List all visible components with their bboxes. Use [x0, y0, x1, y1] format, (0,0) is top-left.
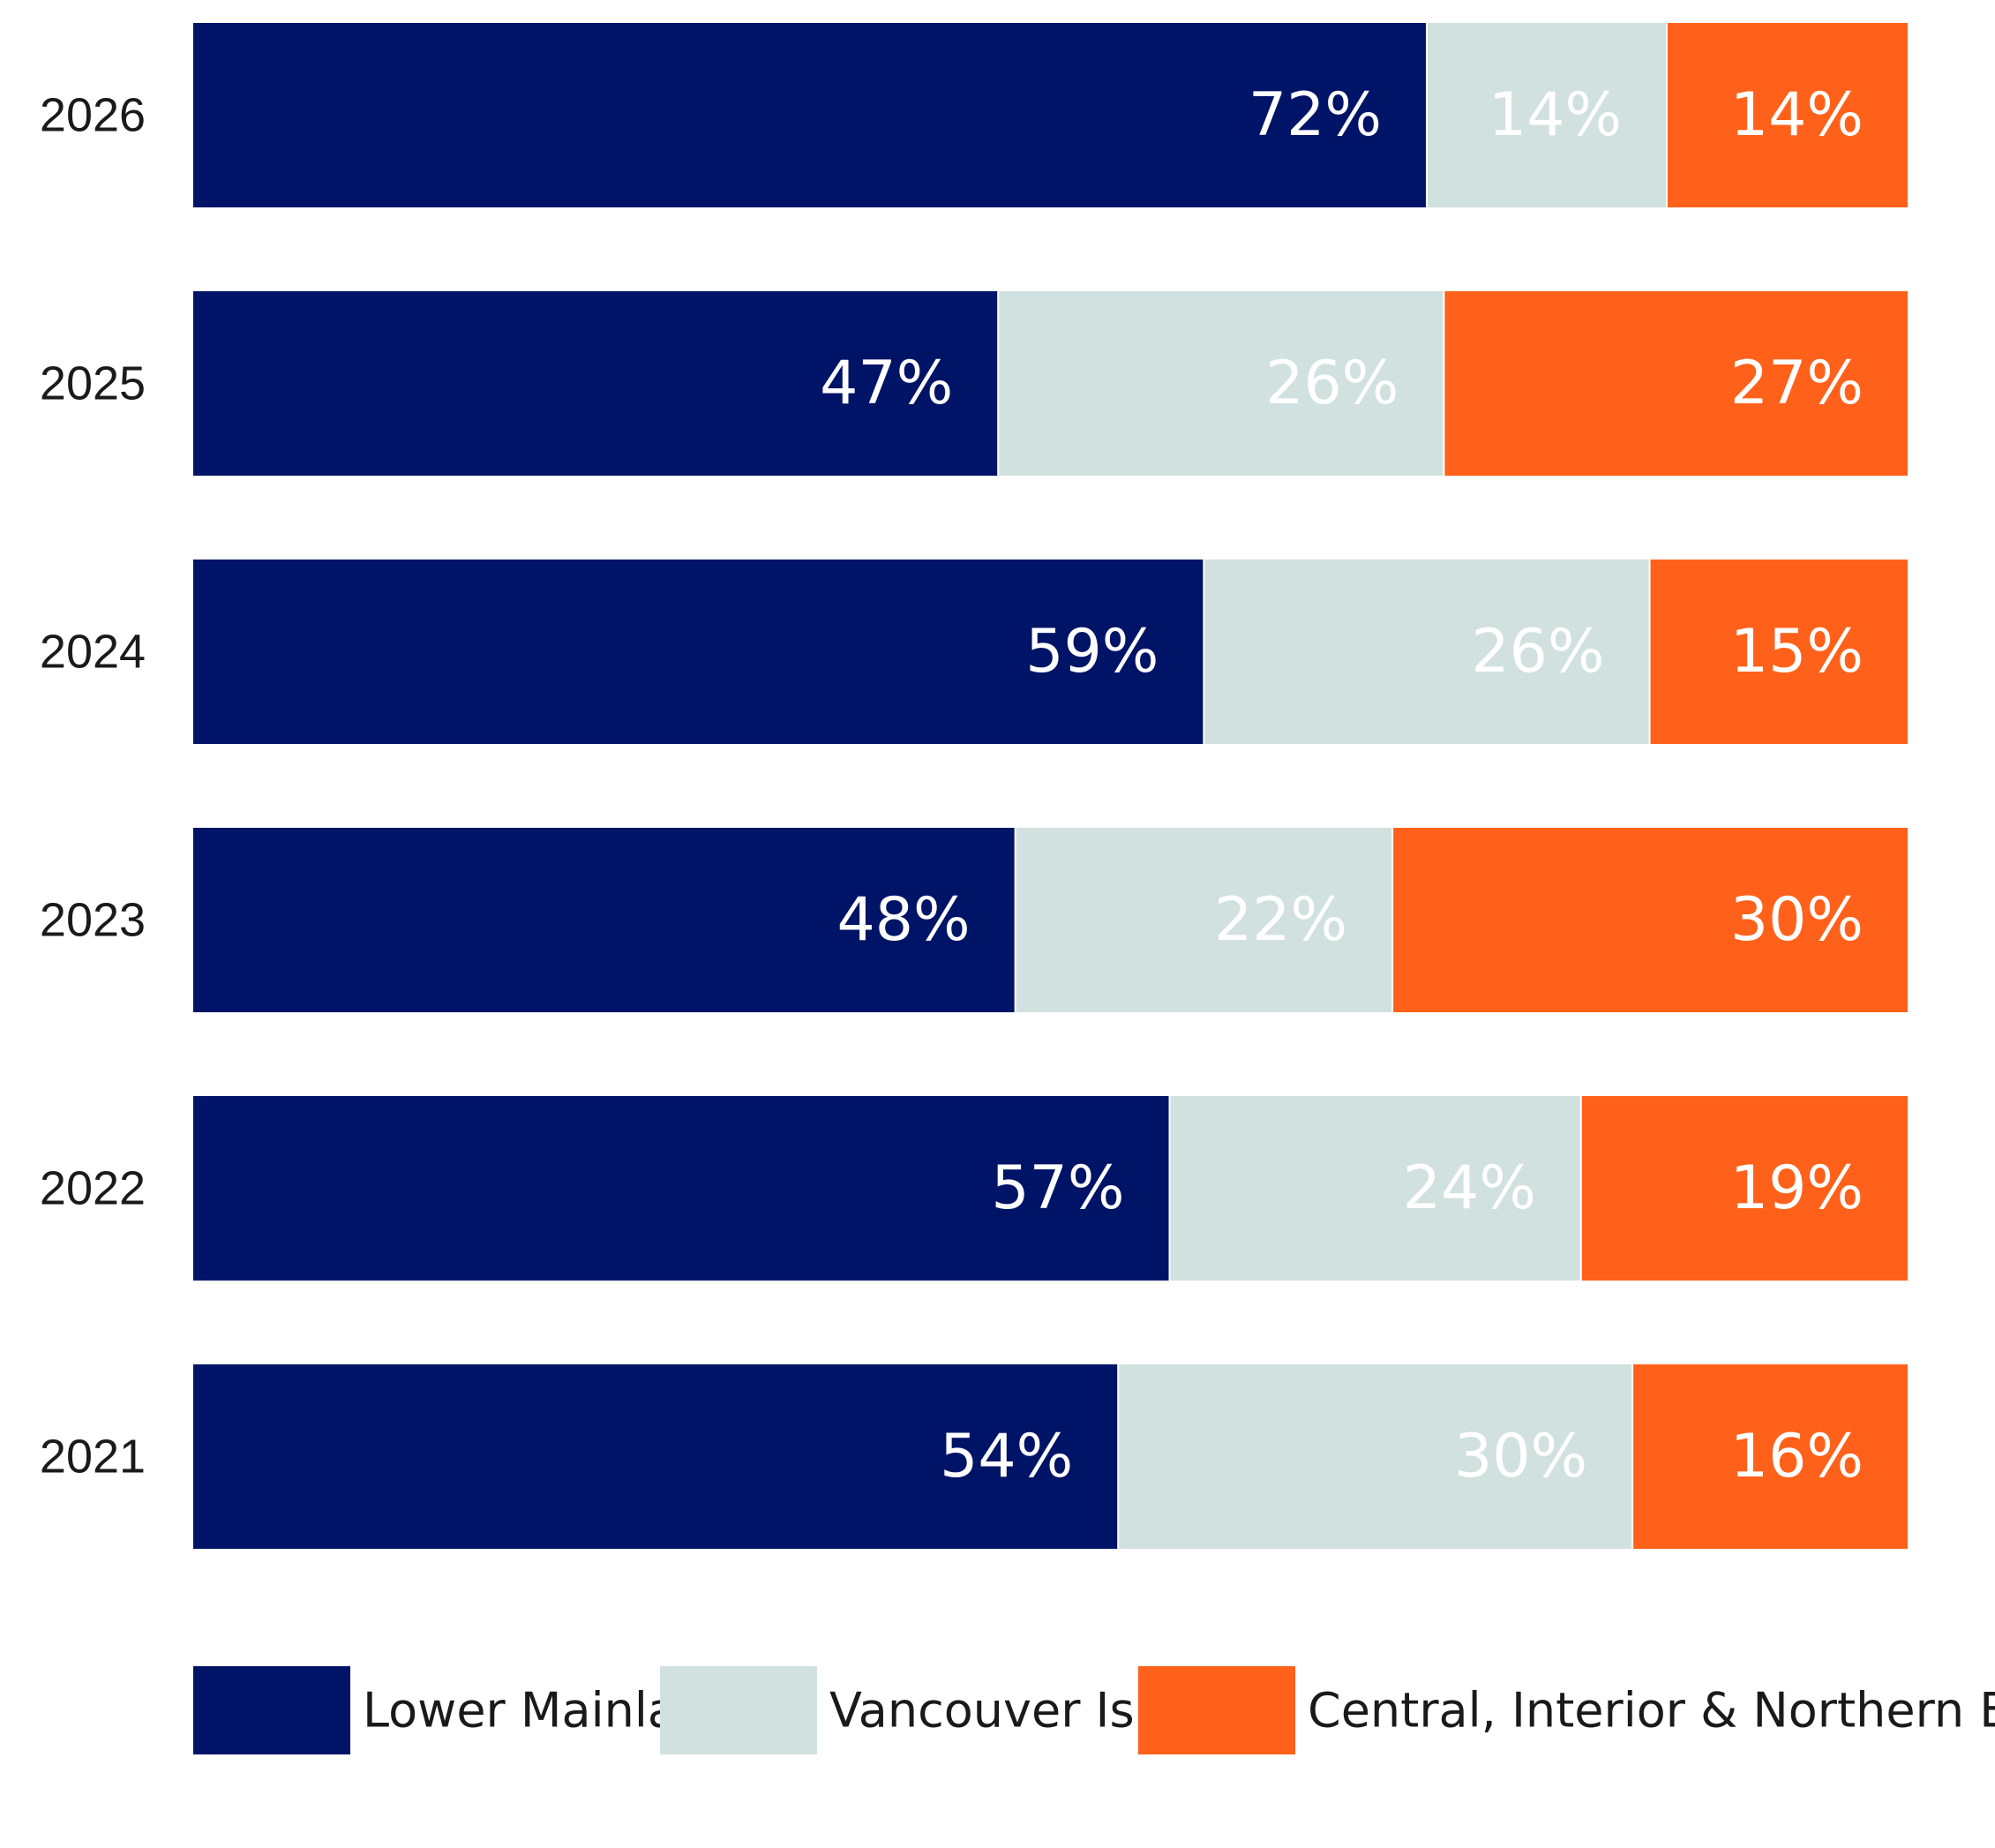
bar-segment-central-interior-northern-bc-2024: [1650, 560, 1908, 744]
category-label-2023: 2023: [40, 894, 146, 947]
data-label-lower-mainland-2021: 54%: [940, 1422, 1073, 1491]
bar-segment-vancouver-island-2022: [1170, 1096, 1580, 1281]
data-label-vancouver-island-2022: 24%: [1403, 1153, 1536, 1223]
legend-label-central-interior-northern-bc: Central, Interior & Northern BC: [1308, 1683, 1995, 1739]
data-label-vancouver-island-2021: 30%: [1454, 1422, 1587, 1491]
data-label-vancouver-island-2026: 14%: [1489, 80, 1622, 150]
legend: Lower Mainland Vancouver Island Central, I…: [193, 1666, 1995, 1754]
bar-segment-central-interior-northern-bc-2021: [1633, 1364, 1908, 1549]
data-label-lower-mainland-2022: 57%: [991, 1153, 1124, 1223]
labels-layer: 2026 72% 14% 14% 2025 47% 26% 27% 2024 59% 26% 15% 2…: [40, 80, 1864, 1491]
data-label-central-interior-northern-bc-2025: 27%: [1730, 349, 1864, 418]
bar-segment-lower-mainland-2021: [193, 1364, 1118, 1549]
category-label-2021: 2021: [40, 1431, 146, 1484]
data-label-central-interior-northern-bc-2021: 16%: [1730, 1422, 1864, 1491]
bar-segment-central-interior-northern-bc-2026: [1667, 23, 1908, 207]
bar-segment-vancouver-island-2026: [1427, 23, 1666, 207]
bar-segment-vancouver-island-2025: [999, 291, 1444, 476]
bar-segment-vancouver-island-2023: [1016, 828, 1392, 1012]
legend-swatch-lower-mainland: [193, 1666, 350, 1754]
data-label-central-interior-northern-bc-2022: 19%: [1730, 1153, 1864, 1223]
legend-swatch-central-interior-northern-bc: [1138, 1666, 1295, 1754]
bar-segment-vancouver-island-2021: [1119, 1364, 1632, 1549]
bar-segment-lower-mainland-2022: [193, 1096, 1169, 1281]
bar-segment-lower-mainland-2026: [193, 23, 1426, 207]
bar-segment-vancouver-island-2024: [1204, 560, 1649, 744]
bar-segment-central-interior-northern-bc-2025: [1444, 291, 1908, 476]
data-label-lower-mainland-2024: 59%: [1025, 617, 1159, 687]
bar-segment-lower-mainland-2024: [193, 560, 1204, 744]
data-label-central-interior-northern-bc-2023: 30%: [1730, 885, 1864, 955]
category-label-2022: 2022: [40, 1162, 146, 1215]
data-label-central-interior-northern-bc-2024: 15%: [1730, 617, 1864, 687]
bars-layer: [193, 23, 1908, 1549]
data-label-lower-mainland-2025: 47%: [820, 349, 953, 418]
data-label-central-interior-northern-bc-2026: 14%: [1730, 80, 1864, 150]
bar-segment-central-interior-northern-bc-2022: [1581, 1096, 1908, 1281]
category-label-2026: 2026: [40, 89, 146, 142]
bar-segment-lower-mainland-2023: [193, 828, 1015, 1012]
bar-segment-central-interior-northern-bc-2023: [1393, 828, 1908, 1012]
category-label-2024: 2024: [40, 626, 146, 679]
category-label-2025: 2025: [40, 357, 146, 410]
legend-swatch-vancouver-island: [660, 1666, 817, 1754]
data-label-vancouver-island-2024: 26%: [1471, 617, 1604, 687]
data-label-vancouver-island-2025: 26%: [1265, 349, 1399, 418]
data-label-lower-mainland-2023: 48%: [836, 885, 970, 955]
data-label-vancouver-island-2023: 22%: [1214, 885, 1347, 955]
bar-segment-lower-mainland-2025: [193, 291, 998, 476]
data-label-lower-mainland-2026: 72%: [1249, 80, 1382, 150]
